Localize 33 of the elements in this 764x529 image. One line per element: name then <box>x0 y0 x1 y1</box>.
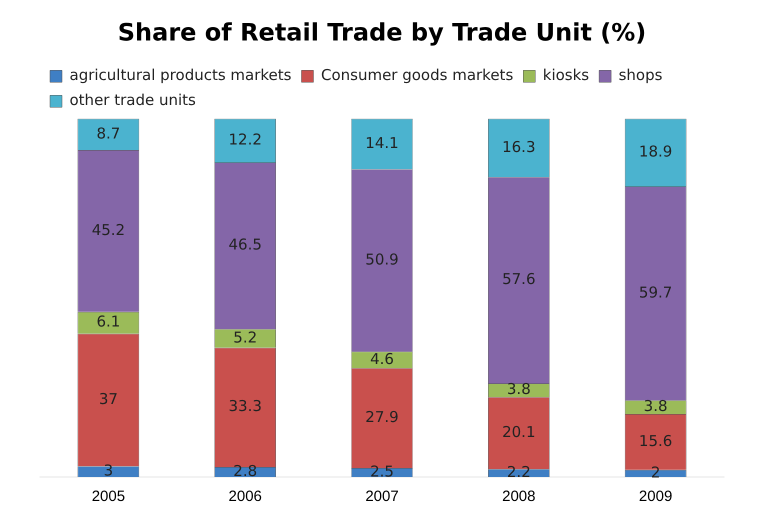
data-label: 3.8 <box>506 380 531 398</box>
data-label: 8.7 <box>96 124 120 142</box>
data-label: 15.6 <box>638 432 672 450</box>
data-label: 57.6 <box>502 270 536 288</box>
data-label: 14.1 <box>365 134 399 152</box>
data-label: 18.9 <box>638 142 672 161</box>
data-label: 45.2 <box>92 220 126 239</box>
data-label: 37 <box>98 390 118 408</box>
data-label: 5.2 <box>233 328 258 346</box>
legend-label: kiosks <box>542 66 590 84</box>
data-label: 12.2 <box>228 130 262 149</box>
data-label: 3 <box>104 462 114 480</box>
data-label: 4.6 <box>370 350 394 368</box>
data-label: 20.1 <box>502 423 536 442</box>
chart-title: Share of Retail Trade by Trade Unit (%) <box>118 18 646 47</box>
legend-label: agricultural products markets <box>70 66 292 84</box>
x-tick-label: 2009 <box>638 488 672 506</box>
data-label: 27.9 <box>365 408 399 426</box>
data-label: 50.9 <box>365 250 399 268</box>
data-label: 2.8 <box>233 462 258 480</box>
data-label: 16.3 <box>502 138 536 156</box>
data-label: 59.7 <box>638 283 672 302</box>
data-label: 46.5 <box>228 236 262 254</box>
legend-label: Consumer goods markets <box>320 66 514 84</box>
x-tick-label: 2007 <box>365 488 399 506</box>
x-tick-label: 2006 <box>228 488 262 506</box>
legend-label: shops <box>618 66 663 84</box>
data-label: 3.8 <box>644 397 668 416</box>
data-label: 33.3 <box>228 397 262 416</box>
x-tick-label: 2005 <box>92 488 126 506</box>
x-tick-label: 2008 <box>502 488 536 506</box>
data-label: 6.1 <box>96 312 120 331</box>
legend-label: other trade units <box>70 91 196 110</box>
